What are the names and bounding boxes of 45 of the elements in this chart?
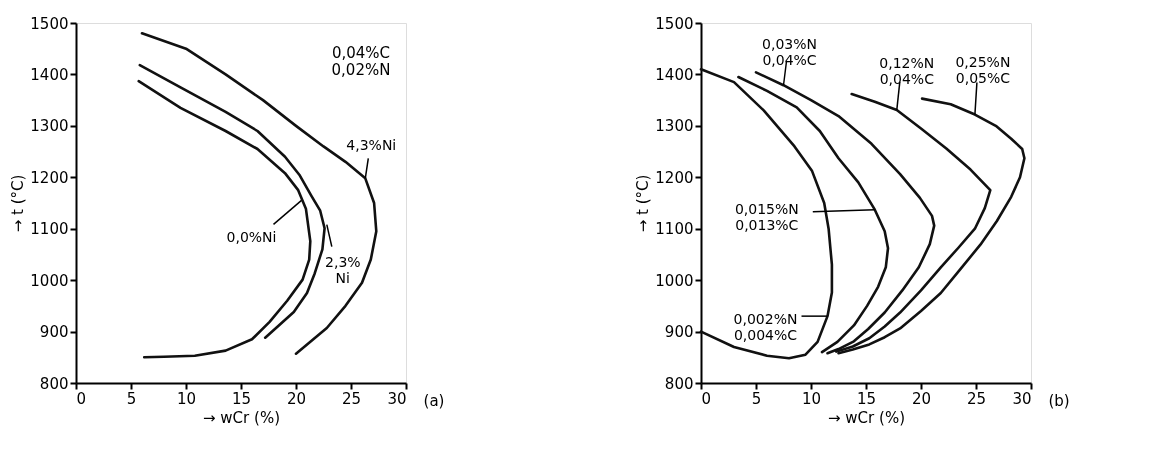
text: (b) xyxy=(1048,392,1070,410)
text: (a) xyxy=(423,392,445,410)
x-tick-label: 20 xyxy=(911,389,932,408)
y-tick-label: 1100 xyxy=(30,220,69,239)
y-tick-label: 1400 xyxy=(655,65,694,84)
y-tick-label: 1500 xyxy=(655,14,694,33)
x-axis-title: → wCr (%) xyxy=(203,408,280,427)
x-axis-title: → wCr (%) xyxy=(828,408,905,427)
x-tick-label: 20 xyxy=(286,389,307,408)
y-tick-label: 1000 xyxy=(655,271,694,290)
x-tick-label: 30 xyxy=(1012,389,1032,408)
x-tick-label: 25 xyxy=(966,389,987,408)
x-tick-label: 10 xyxy=(176,389,197,408)
y-tick-label: 1200 xyxy=(30,168,69,187)
annotation: 0,015%N 0,013%C xyxy=(734,200,799,233)
annotation: 0,04%C 0,02%N xyxy=(331,44,391,79)
y-tick-label: 800 xyxy=(39,374,69,393)
y-tick-label: 900 xyxy=(664,323,694,342)
y-tick-label: 1300 xyxy=(655,117,694,136)
y-tick-label: 1500 xyxy=(30,14,69,33)
y-tick-label: 1200 xyxy=(655,168,694,187)
y-tick-label: 800 xyxy=(664,374,694,393)
y-tick-label: 1000 xyxy=(30,271,69,290)
x-tick-label: 15 xyxy=(231,389,252,408)
x-tick-label: 10 xyxy=(801,389,822,408)
annotation: 0,002%N 0,004%C xyxy=(733,311,798,344)
annotation: 0,12%N 0,04%C xyxy=(879,54,935,87)
y-axis-title: → t (°C) xyxy=(9,174,28,233)
x-tick-label: 25 xyxy=(341,389,362,408)
y-tick-label: 1100 xyxy=(655,220,694,239)
x-tick-label: 15 xyxy=(856,389,877,408)
x-tick-label: 0 xyxy=(701,389,712,408)
annotation: 0,0%Ni xyxy=(226,229,277,246)
x-tick-label: 5 xyxy=(751,389,762,408)
x-tick-label: 30 xyxy=(387,389,407,408)
annotation: 0,03%N 0,04%C xyxy=(762,36,817,69)
annotation: 0,25%N 0,05%C xyxy=(955,53,1011,86)
y-tick-label: 1300 xyxy=(30,117,69,136)
annotation: 2,3% Ni xyxy=(325,253,361,286)
x-tick-label: 0 xyxy=(76,389,87,408)
x-tick-label: 5 xyxy=(126,389,137,408)
y-tick-label: 1400 xyxy=(30,65,69,84)
y-tick-label: 900 xyxy=(39,323,69,342)
annotation: 4,3%Ni xyxy=(346,137,397,154)
y-axis-title: → t (°C) xyxy=(634,174,653,233)
